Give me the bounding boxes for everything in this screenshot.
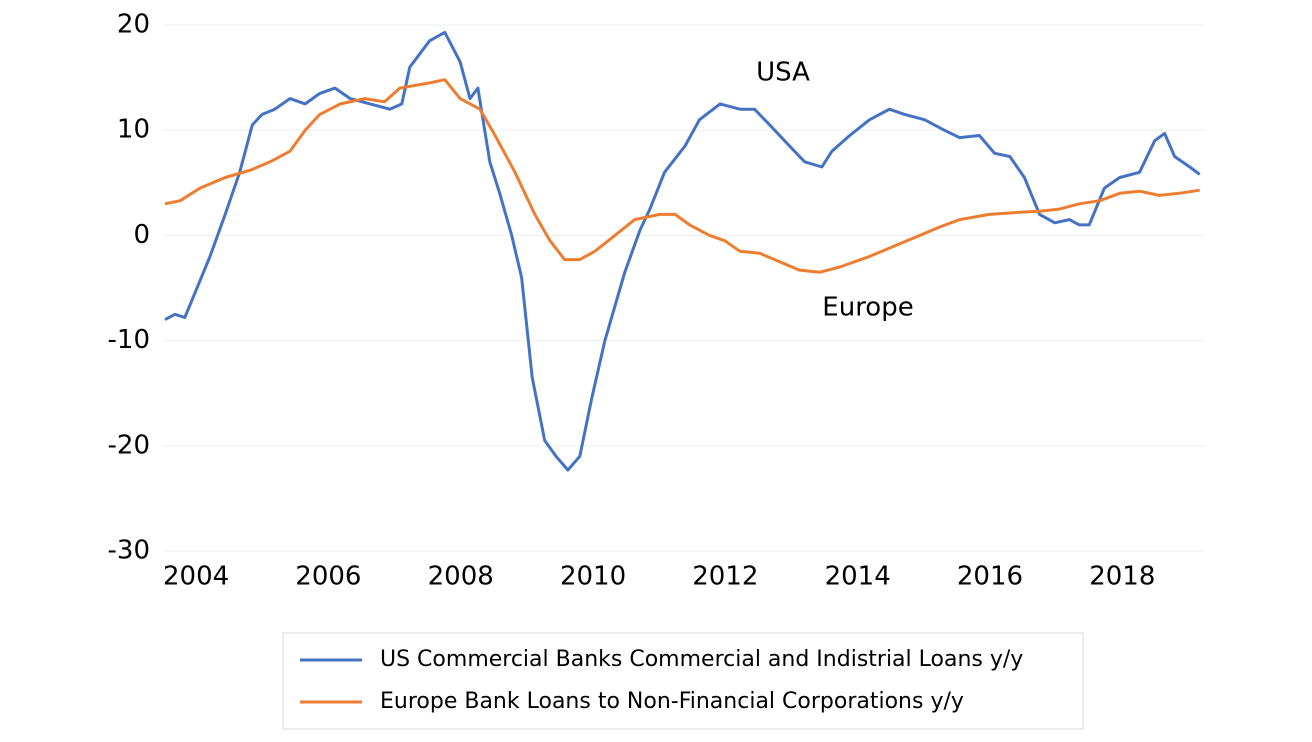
x-tick-label: 2014 xyxy=(825,562,891,592)
legend-label: Europe Bank Loans to Non-Financial Corpo… xyxy=(380,689,964,714)
series-line xyxy=(164,30,1201,472)
x-tick-label: 2004 xyxy=(163,562,229,592)
y-tick-label: 20 xyxy=(117,10,150,40)
x-tick-label: 2016 xyxy=(957,562,1023,592)
y-tick-label: -30 xyxy=(108,536,150,566)
x-tick-label: 2008 xyxy=(428,562,494,592)
y-tick-label: 0 xyxy=(133,220,150,250)
x-tick-label: 2010 xyxy=(560,562,626,592)
legend-box xyxy=(282,632,1084,730)
y-tick-label: -10 xyxy=(108,325,150,355)
legend-label: US Commercial Banks Commercial and Indis… xyxy=(380,647,1023,672)
annotation: Europe xyxy=(822,293,913,323)
series-line xyxy=(164,78,1200,274)
x-tick-label: 2012 xyxy=(692,562,758,592)
annotation: USA xyxy=(756,58,810,88)
y-tick-label: 10 xyxy=(117,115,150,145)
x-tick-label: 2018 xyxy=(1089,562,1155,592)
y-tick-label: -20 xyxy=(108,430,150,460)
x-tick-label: 2006 xyxy=(295,562,361,592)
